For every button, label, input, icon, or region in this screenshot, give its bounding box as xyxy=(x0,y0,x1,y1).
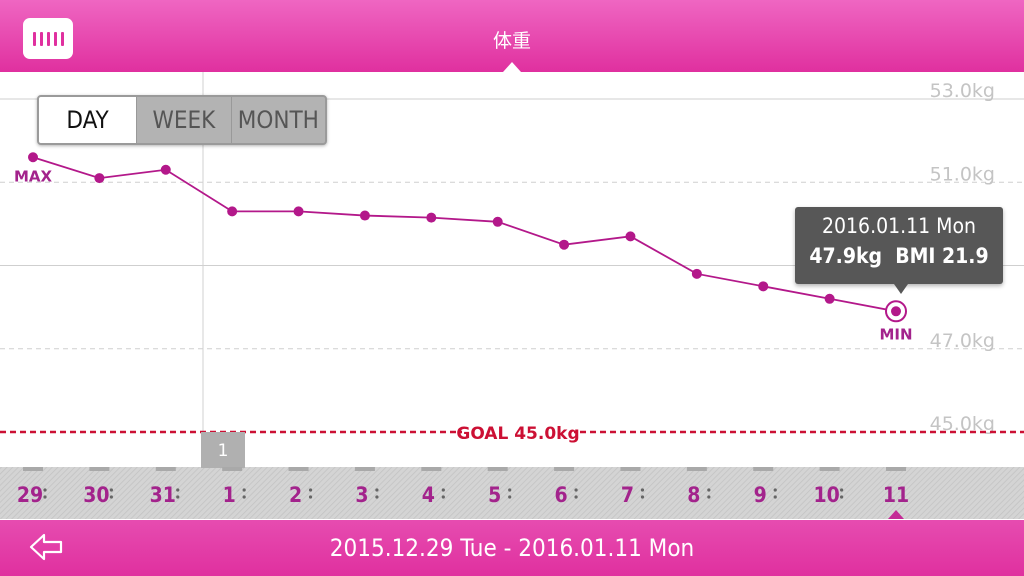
x-tick-label: 3 xyxy=(355,483,368,507)
x-tick-label: 9 xyxy=(754,483,767,507)
x-tick-dot xyxy=(43,495,47,499)
data-point xyxy=(359,210,370,221)
y-tick-label: 51.0kg xyxy=(930,163,995,185)
y-tick-label: 45.0kg xyxy=(930,413,995,435)
x-tick-dot xyxy=(176,488,180,492)
date-axis-strip[interactable] xyxy=(0,467,1024,519)
month-marker-label: 1 xyxy=(218,441,229,461)
max-label: MAX xyxy=(14,167,53,185)
x-tick-mark xyxy=(819,467,840,471)
x-tick-label: 31 xyxy=(150,483,176,507)
value-tooltip: 2016.01.11 Mon 47.9kg BMI 21.9 xyxy=(795,207,1003,284)
data-point xyxy=(160,164,171,175)
x-tick-mark xyxy=(487,467,508,471)
min-label: MIN xyxy=(879,325,912,343)
x-tick-dot xyxy=(707,488,711,492)
x-tick-mark xyxy=(155,467,176,471)
x-tick-label: 4 xyxy=(422,483,435,507)
x-tick-dot xyxy=(441,495,445,499)
goal-label-bg xyxy=(462,420,574,442)
x-tick-mark xyxy=(421,467,442,471)
x-tick-label: 6 xyxy=(554,483,567,507)
x-tick-dot xyxy=(574,488,578,492)
x-tick-dot xyxy=(508,488,512,492)
x-tick-dot xyxy=(773,488,777,492)
x-tick-dot xyxy=(176,495,180,499)
data-point xyxy=(426,212,437,223)
x-tick-label: 8 xyxy=(687,483,700,507)
x-tick-mark xyxy=(753,467,774,471)
x-tick-dot xyxy=(375,488,379,492)
x-tick-dot xyxy=(109,495,113,499)
y-tick-label: 53.0kg xyxy=(930,80,995,102)
x-tick-dot xyxy=(308,495,313,499)
x-tick-label: 11 xyxy=(883,483,909,507)
goal-label: GOAL 45.0kg xyxy=(456,424,579,444)
x-tick-dot xyxy=(640,495,645,499)
date-range-label: 2015.12.29 Tue - 2016.01.11 Mon xyxy=(329,534,695,562)
x-tick-dot xyxy=(441,488,445,492)
data-point xyxy=(758,281,769,292)
x-tick-mark xyxy=(89,467,110,471)
x-tick-dot xyxy=(43,488,47,492)
tooltip-date: 2016.01.11 Mon xyxy=(822,214,976,238)
x-tick-mark xyxy=(686,467,707,471)
back-arrow-icon[interactable] xyxy=(28,532,64,562)
x-tick-label: 2 xyxy=(289,483,302,507)
range-segmented-control[interactable]: DAY WEEK MONTH xyxy=(37,95,327,145)
x-tick-mark xyxy=(222,467,243,471)
tab-month[interactable]: MONTH xyxy=(237,106,319,134)
bottom-bar xyxy=(0,520,1024,576)
ruler-icon[interactable] xyxy=(23,18,73,59)
data-point xyxy=(28,152,38,163)
x-tick-dot xyxy=(840,488,844,492)
tooltip-pointer xyxy=(894,284,908,294)
x-tick-mark xyxy=(554,467,575,471)
data-point xyxy=(293,206,304,217)
x-tick-label: 5 xyxy=(488,483,501,507)
data-point xyxy=(891,306,901,317)
x-tick-dot xyxy=(840,495,844,499)
x-tick-dot xyxy=(640,488,645,492)
x-tick-dot xyxy=(707,495,711,499)
x-tick-dot xyxy=(242,488,246,492)
top-bar xyxy=(0,0,1024,72)
x-tick-label: 1 xyxy=(223,483,236,507)
x-tick-mark xyxy=(23,467,43,471)
tooltip-value: 47.9kg BMI 21.9 xyxy=(809,244,989,268)
selected-day-indicator xyxy=(888,510,904,519)
page-title: 体重 xyxy=(492,30,531,52)
tab-day[interactable]: DAY xyxy=(39,97,138,143)
x-tick-label: 30 xyxy=(83,483,109,507)
x-tick-label: 29 xyxy=(17,483,43,507)
data-point xyxy=(492,216,503,227)
x-tick-dot xyxy=(574,495,578,499)
x-tick-dot xyxy=(308,488,313,492)
data-point xyxy=(227,206,238,217)
y-tick-label: 47.0kg xyxy=(930,330,995,352)
x-tick-mark xyxy=(886,467,906,471)
x-tick-dot xyxy=(109,488,113,492)
data-point xyxy=(625,231,636,242)
x-tick-mark xyxy=(620,467,641,471)
x-tick-dot xyxy=(242,495,246,499)
data-point xyxy=(559,239,570,250)
x-tick-mark xyxy=(288,467,309,471)
x-tick-mark xyxy=(354,467,375,471)
x-tick-label: 7 xyxy=(621,483,634,507)
x-tick-dot xyxy=(375,495,379,499)
x-tick-label: 10 xyxy=(813,483,839,507)
data-point xyxy=(824,293,835,304)
x-tick-dot xyxy=(773,495,777,499)
x-tick-dot xyxy=(508,495,512,499)
weight-line xyxy=(32,156,897,313)
data-point xyxy=(94,173,105,184)
data-point xyxy=(691,268,702,279)
month-marker xyxy=(201,432,245,468)
title-indicator xyxy=(503,62,521,72)
tab-week[interactable]: WEEK xyxy=(137,97,232,143)
